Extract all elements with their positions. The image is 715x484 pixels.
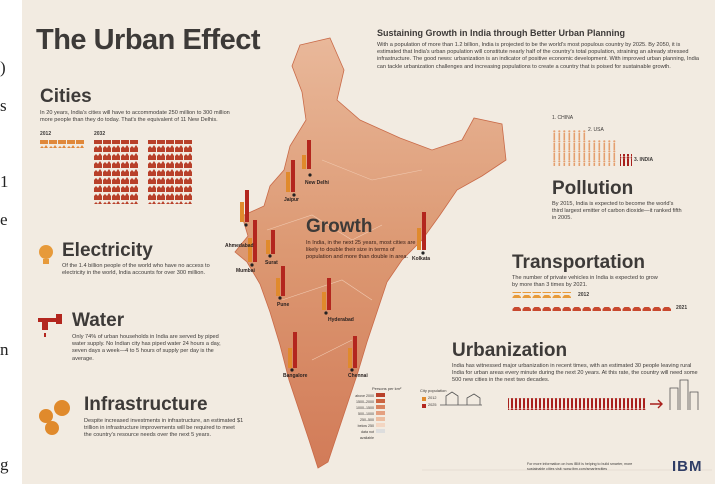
population-legend-title: City population <box>420 388 447 393</box>
intro-title: Sustaining Growth in India through Bette… <box>377 28 625 38</box>
water-body: Only 74% of urban households in India ar… <box>72 334 221 362</box>
city-label: Chennai <box>348 373 368 379</box>
urbanization-body: India has witnessed major urbanization i… <box>452 363 698 384</box>
main-title: The Urban Effect <box>36 24 261 56</box>
rank-label: 2. USA <box>588 127 604 133</box>
infographic: The Urban Effect Sustaining Growth in In… <box>22 0 715 484</box>
cities-body: In 20 years, India's cities will have to… <box>40 110 230 124</box>
legend-item: 500–1000 <box>358 412 374 416</box>
legend-item: below 250 <box>357 424 374 428</box>
growth-body: In India, in the next 25 years, most cit… <box>306 240 416 261</box>
legend-item: above 2000 <box>355 394 374 398</box>
edge-fragment: n <box>0 340 9 359</box>
legend-item: 1500–2000 <box>356 400 374 404</box>
transport-year: 2012 <box>578 292 590 298</box>
graphics <box>38 37 712 471</box>
pollution-title: Pollution <box>552 178 634 199</box>
urbanization-title: Urbanization <box>452 340 568 361</box>
edge-fragment: e <box>0 210 8 229</box>
rank-label: 1. CHINA <box>552 115 574 121</box>
water-title: Water <box>72 310 125 331</box>
edge-fragment: 1 <box>0 172 9 191</box>
rank-label: 3. INDIA <box>634 157 654 163</box>
legend-item: data not available <box>359 430 374 440</box>
city-label: New Delhi <box>305 180 329 186</box>
city-label: Mumbai <box>236 268 255 274</box>
electricity-body: Of the 1.4 billion people of the world w… <box>62 263 210 277</box>
growth-title: Growth <box>306 216 373 237</box>
footer-note: For more information on how IBM is helpi… <box>527 462 633 471</box>
cities-title: Cities <box>40 86 92 107</box>
electricity-title: Electricity <box>62 240 153 261</box>
city-label: Bangalore <box>283 373 308 379</box>
legend-item: 1000–1500 <box>356 406 374 410</box>
density-legend-items: above 2000 1500–2000 1000–1500 500–1000 … <box>352 393 374 441</box>
city-label: Hyderabad <box>328 317 354 323</box>
edge-fragment: s <box>0 96 7 115</box>
transportation-title: Transportation <box>512 252 646 273</box>
city-label: Kolkata <box>412 256 431 262</box>
city-label: Surat <box>265 260 278 266</box>
transportation-body: The number of private vehicles in India … <box>512 275 658 289</box>
edge-fragment: ) <box>0 58 6 77</box>
legend-item: 2025 <box>428 403 437 407</box>
infrastructure-body: Despite increased investments in infrast… <box>84 418 244 439</box>
city-label: Jaipur <box>284 197 300 203</box>
ibm-logo: IBM <box>672 458 703 475</box>
cities-year: 2032 <box>94 131 106 137</box>
edge-fragment: g <box>0 455 9 474</box>
intro-body: With a population of more than 1.2 billi… <box>377 42 700 70</box>
cities-year: 2012 <box>40 131 52 137</box>
city-label: Ahmedabad <box>225 243 254 249</box>
density-legend-title: Persons per km² <box>372 386 402 391</box>
infrastructure-title: Infrastructure <box>84 394 208 415</box>
legend-item: 250–500 <box>360 418 374 422</box>
pollution-body: By 2015, India is expected to become the… <box>552 201 682 222</box>
legend-item: 2012 <box>428 396 437 400</box>
transport-year: 2021 <box>676 305 688 311</box>
city-label: Pune <box>277 302 290 308</box>
